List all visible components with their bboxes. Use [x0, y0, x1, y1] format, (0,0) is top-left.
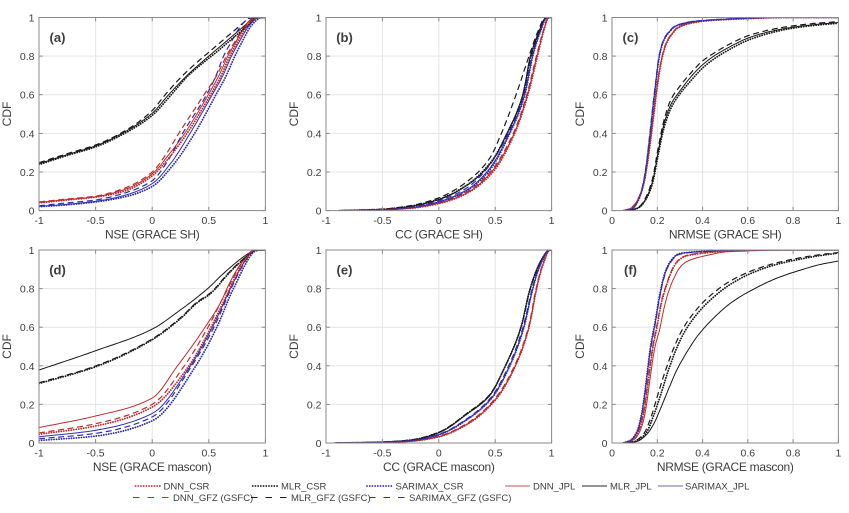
svg-text:-0.5: -0.5 — [87, 215, 105, 227]
svg-text:CDF: CDF — [287, 334, 301, 359]
svg-text:0.8: 0.8 — [593, 51, 608, 63]
svg-text:-1: -1 — [321, 448, 330, 460]
svg-text:0: 0 — [29, 206, 35, 218]
svg-text:CDF: CDF — [0, 334, 14, 359]
svg-text:CC (GRACE SH): CC (GRACE SH) — [395, 228, 483, 242]
svg-text:0.6: 0.6 — [20, 322, 35, 334]
svg-text:SARIMAX_GFZ (GSFC): SARIMAX_GFZ (GSFC) — [409, 493, 511, 504]
svg-text:0: 0 — [316, 438, 322, 450]
svg-text:0.6: 0.6 — [593, 322, 608, 334]
svg-text:1: 1 — [29, 13, 35, 25]
svg-text:CDF: CDF — [573, 334, 587, 359]
svg-text:0.4: 0.4 — [20, 128, 35, 140]
svg-text:0: 0 — [29, 438, 35, 450]
svg-text:DNN_JPL: DNN_JPL — [533, 481, 575, 492]
svg-text:1: 1 — [549, 448, 555, 460]
svg-text:1: 1 — [316, 245, 322, 257]
svg-text:MLR_GFZ (GSFC): MLR_GFZ (GSFC) — [291, 493, 371, 504]
svg-text:0.2: 0.2 — [20, 167, 35, 179]
svg-text:0.4: 0.4 — [20, 361, 35, 373]
svg-text:1: 1 — [602, 245, 608, 257]
svg-text:0.5: 0.5 — [488, 448, 503, 460]
svg-text:0: 0 — [436, 215, 442, 227]
svg-text:(c): (c) — [623, 30, 639, 45]
svg-text:0: 0 — [609, 448, 615, 460]
svg-text:MLR_JPL: MLR_JPL — [610, 481, 652, 492]
svg-text:0.4: 0.4 — [307, 128, 322, 140]
svg-text:0.2: 0.2 — [307, 167, 322, 179]
svg-text:0.8: 0.8 — [307, 284, 322, 296]
svg-text:-1: -1 — [34, 215, 43, 227]
svg-text:0.8: 0.8 — [786, 448, 801, 460]
svg-text:0.5: 0.5 — [201, 448, 216, 460]
svg-text:0.8: 0.8 — [786, 215, 801, 227]
svg-text:(d): (d) — [49, 263, 66, 278]
svg-text:0.2: 0.2 — [593, 167, 608, 179]
svg-text:1: 1 — [316, 13, 322, 25]
svg-text:-1: -1 — [34, 448, 43, 460]
svg-text:0.2: 0.2 — [650, 448, 665, 460]
svg-text:0.5: 0.5 — [488, 215, 503, 227]
svg-text:DNN_GFZ (GSFC): DNN_GFZ (GSFC) — [173, 493, 253, 504]
svg-text:0.4: 0.4 — [593, 128, 608, 140]
svg-text:1: 1 — [262, 215, 268, 227]
svg-text:0.2: 0.2 — [650, 215, 665, 227]
svg-text:0.4: 0.4 — [593, 361, 608, 373]
svg-text:CC (GRACE mascon): CC (GRACE mascon) — [383, 460, 495, 474]
svg-text:(e): (e) — [337, 263, 353, 278]
svg-text:0: 0 — [609, 215, 615, 227]
svg-text:(b): (b) — [336, 30, 353, 45]
svg-text:NSE (GRACE SH): NSE (GRACE SH) — [105, 228, 200, 242]
svg-text:0.2: 0.2 — [20, 399, 35, 411]
svg-text:-0.5: -0.5 — [87, 448, 105, 460]
svg-text:1: 1 — [29, 245, 35, 257]
svg-text:-0.5: -0.5 — [373, 448, 391, 460]
svg-text:0.2: 0.2 — [307, 399, 322, 411]
svg-text:0.8: 0.8 — [593, 284, 608, 296]
svg-text:0: 0 — [602, 206, 608, 218]
svg-text:SARIMAX_JPL: SARIMAX_JPL — [685, 481, 749, 492]
svg-text:0: 0 — [316, 206, 322, 218]
svg-text:CDF: CDF — [0, 102, 14, 127]
svg-text:(f): (f) — [624, 263, 637, 278]
svg-text:0.6: 0.6 — [740, 448, 755, 460]
svg-text:-1: -1 — [321, 215, 330, 227]
svg-text:0.6: 0.6 — [593, 90, 608, 102]
svg-text:NSE (GRACE mascon): NSE (GRACE mascon) — [93, 460, 212, 474]
svg-text:0.8: 0.8 — [20, 51, 35, 63]
svg-text:(a): (a) — [50, 30, 66, 45]
svg-text:CDF: CDF — [573, 102, 587, 127]
svg-text:-0.5: -0.5 — [373, 215, 391, 227]
svg-text:CDF: CDF — [287, 102, 301, 127]
svg-text:1: 1 — [602, 13, 608, 25]
svg-text:0.4: 0.4 — [307, 361, 322, 373]
svg-text:MLR_CSR: MLR_CSR — [281, 481, 327, 492]
svg-text:0.4: 0.4 — [695, 215, 710, 227]
svg-text:0: 0 — [436, 448, 442, 460]
svg-text:0.4: 0.4 — [695, 448, 710, 460]
svg-text:0.5: 0.5 — [201, 215, 216, 227]
svg-text:SARIMAX_CSR: SARIMAX_CSR — [396, 481, 464, 492]
svg-text:0.2: 0.2 — [593, 399, 608, 411]
svg-text:0.8: 0.8 — [20, 284, 35, 296]
svg-text:0: 0 — [149, 215, 155, 227]
svg-text:1: 1 — [262, 448, 268, 460]
svg-text:1: 1 — [835, 215, 841, 227]
svg-text:0.6: 0.6 — [20, 90, 35, 102]
svg-text:0.6: 0.6 — [307, 322, 322, 334]
svg-text:DNN_CSR: DNN_CSR — [164, 481, 210, 492]
svg-text:0.6: 0.6 — [740, 215, 755, 227]
svg-text:1: 1 — [549, 215, 555, 227]
svg-text:NRMSE (GRACE mascon): NRMSE (GRACE mascon) — [657, 460, 794, 474]
svg-text:1: 1 — [835, 448, 841, 460]
svg-text:0: 0 — [602, 438, 608, 450]
svg-text:0: 0 — [149, 448, 155, 460]
svg-text:0.6: 0.6 — [307, 90, 322, 102]
svg-text:0.8: 0.8 — [307, 51, 322, 63]
svg-text:NRMSE (GRACE SH): NRMSE (GRACE SH) — [669, 228, 782, 242]
